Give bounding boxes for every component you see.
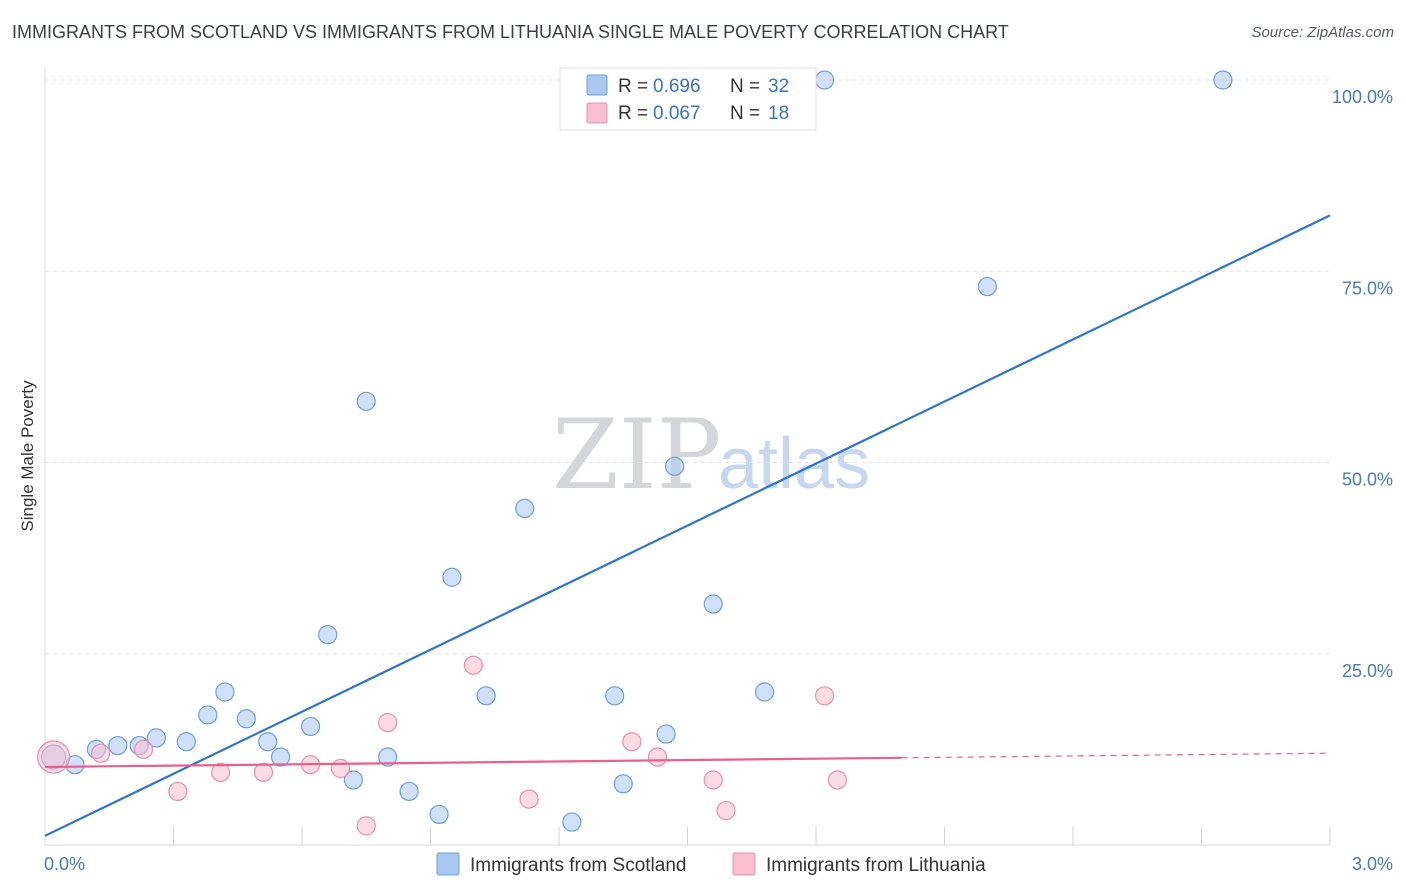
legend-n-label-lithuania: N = <box>730 103 760 124</box>
legend-n-value-scotland: 32 <box>768 76 789 97</box>
series-legend-swatch-scotland <box>436 852 460 876</box>
point-lithuania-14 <box>703 770 723 790</box>
point-lithuania-11 <box>519 789 539 809</box>
chart-title: IMMIGRANTS FROM SCOTLAND VS IMMIGRANTS F… <box>12 22 1009 42</box>
x-tick-label-min: 0.0% <box>44 854 85 874</box>
point-lithuania-8 <box>356 816 376 836</box>
trend-line-lithuania-extension <box>901 752 1331 759</box>
point-lithuania-15 <box>716 800 736 821</box>
legend-r-label-scotland: R = <box>618 76 648 97</box>
point-scotland-18 <box>429 804 449 825</box>
legend-swatch-lithuania <box>586 102 608 124</box>
point-lithuania-17 <box>827 770 848 790</box>
trend-line-scotland <box>44 214 1331 837</box>
source-label: Source: ZipAtlas.com <box>1251 24 1394 41</box>
point-lithuania-16 <box>814 686 835 706</box>
point-lithuania-0 <box>36 740 71 774</box>
data-points <box>36 70 1233 836</box>
point-scotland-28 <box>754 682 775 702</box>
point-scotland-15 <box>356 391 376 411</box>
point-scotland-3 <box>108 735 128 756</box>
point-scotland-5 <box>146 728 166 748</box>
point-scotland-13 <box>318 625 338 645</box>
legend-r-value-lithuania: 0.067 <box>653 103 701 124</box>
y-axis-label: Single Male Poverty <box>18 380 37 532</box>
point-scotland-27 <box>703 594 723 614</box>
point-scotland-24 <box>613 774 633 794</box>
legend-r-value-scotland: 0.696 <box>653 76 701 97</box>
point-scotland-22 <box>562 812 582 832</box>
x-tick-label-max: 3.0% <box>1352 854 1393 874</box>
x-ticks <box>173 827 1331 845</box>
watermark-atlas: atlas <box>718 424 870 504</box>
legend-r-label-lithuania: R = <box>618 103 648 124</box>
legend-n-label-scotland: N = <box>730 76 760 97</box>
point-scotland-26 <box>665 456 685 476</box>
series-legend: Immigrants from Scotland Immigrants from… <box>436 852 986 876</box>
point-scotland-21 <box>515 498 535 518</box>
point-scotland-9 <box>236 709 256 729</box>
point-scotland-6 <box>176 732 196 752</box>
point-lithuania-13 <box>647 747 668 767</box>
point-lithuania-3 <box>168 781 188 802</box>
y-tick-labels: 100.0% 75.0% 50.0% 25.0% <box>1332 87 1393 681</box>
y-tick-label-50: 50.0% <box>1342 470 1393 490</box>
point-lithuania-2 <box>133 739 154 759</box>
point-lithuania-12 <box>622 732 642 752</box>
y-tick-label-25: 25.0% <box>1342 661 1393 681</box>
point-scotland-7 <box>198 705 218 725</box>
point-scotland-16 <box>378 747 398 767</box>
legend-n-value-lithuania: 18 <box>768 103 789 124</box>
legend-swatch-scotland <box>586 74 608 96</box>
y-tick-label-100: 100.0% <box>1332 87 1393 107</box>
point-scotland-8 <box>215 682 235 702</box>
y-tick-label-75: 75.0% <box>1342 278 1393 298</box>
point-scotland-11 <box>270 747 291 767</box>
point-scotland-30 <box>977 276 997 297</box>
correlation-legend: R = 0.696 N = 32 R = 0.067 N = 18 <box>559 67 817 131</box>
point-lithuania-1 <box>91 743 111 763</box>
point-scotland-12 <box>300 716 321 737</box>
point-scotland-25 <box>656 724 676 744</box>
series-legend-label-lithuania: Immigrants from Lithuania <box>766 855 986 876</box>
point-lithuania-4 <box>211 762 231 782</box>
series-legend-label-scotland: Immigrants from Scotland <box>470 855 686 876</box>
point-lithuania-7 <box>330 758 351 779</box>
point-lithuania-10 <box>463 655 483 675</box>
gridlines <box>45 79 1330 655</box>
point-scotland-31 <box>1213 70 1233 90</box>
point-lithuania-9 <box>378 712 398 733</box>
point-scotland-17 <box>399 781 419 802</box>
point-scotland-10 <box>258 732 278 752</box>
point-lithuania-5 <box>253 762 274 782</box>
watermark-zip: ZIP <box>552 399 721 511</box>
point-scotland-19 <box>442 567 462 587</box>
trend-line-lithuania <box>44 756 902 769</box>
point-scotland-20 <box>476 686 496 706</box>
trend-lines <box>44 214 1331 837</box>
point-scotland-29 <box>814 70 835 90</box>
point-scotland-14 <box>343 770 363 790</box>
point-scotland-23 <box>605 686 625 706</box>
series-legend-swatch-lithuania <box>732 852 756 876</box>
